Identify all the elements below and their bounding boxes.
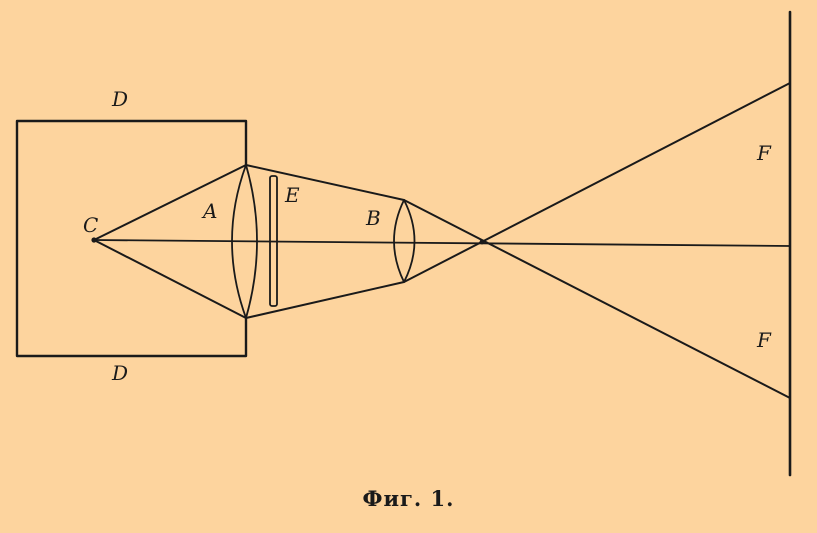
label-image-bottom: F [756, 328, 772, 352]
figure-caption: Фиг. 1. [362, 486, 455, 511]
ray-lens-a-to-lens-b-top [245, 164, 405, 201]
label-image-top: F [756, 141, 772, 165]
objective-lens-b [393, 199, 416, 283]
slide-plate-e [269, 175, 278, 307]
ray-top-to-screen-bottom [403, 199, 791, 399]
condenser-lens-a [231, 164, 258, 319]
optical-axis [93, 239, 791, 247]
label-slide: E [284, 183, 300, 207]
lamp-housing-box [15, 119, 248, 358]
ray-source-to-lens-a-bottom [93, 239, 247, 319]
label-box-top: D [111, 87, 128, 111]
label-box-bottom: D [111, 361, 128, 385]
crossover-point [479, 239, 485, 245]
label-source: C [83, 213, 98, 237]
ray-source-to-lens-a-top [93, 164, 247, 241]
source-point-c [91, 237, 97, 243]
ray-bottom-to-screen-top [403, 82, 791, 283]
label-lens-b: B [365, 206, 381, 230]
label-lens-a: A [201, 199, 217, 223]
ray-lens-a-to-lens-b-bottom [245, 281, 405, 319]
